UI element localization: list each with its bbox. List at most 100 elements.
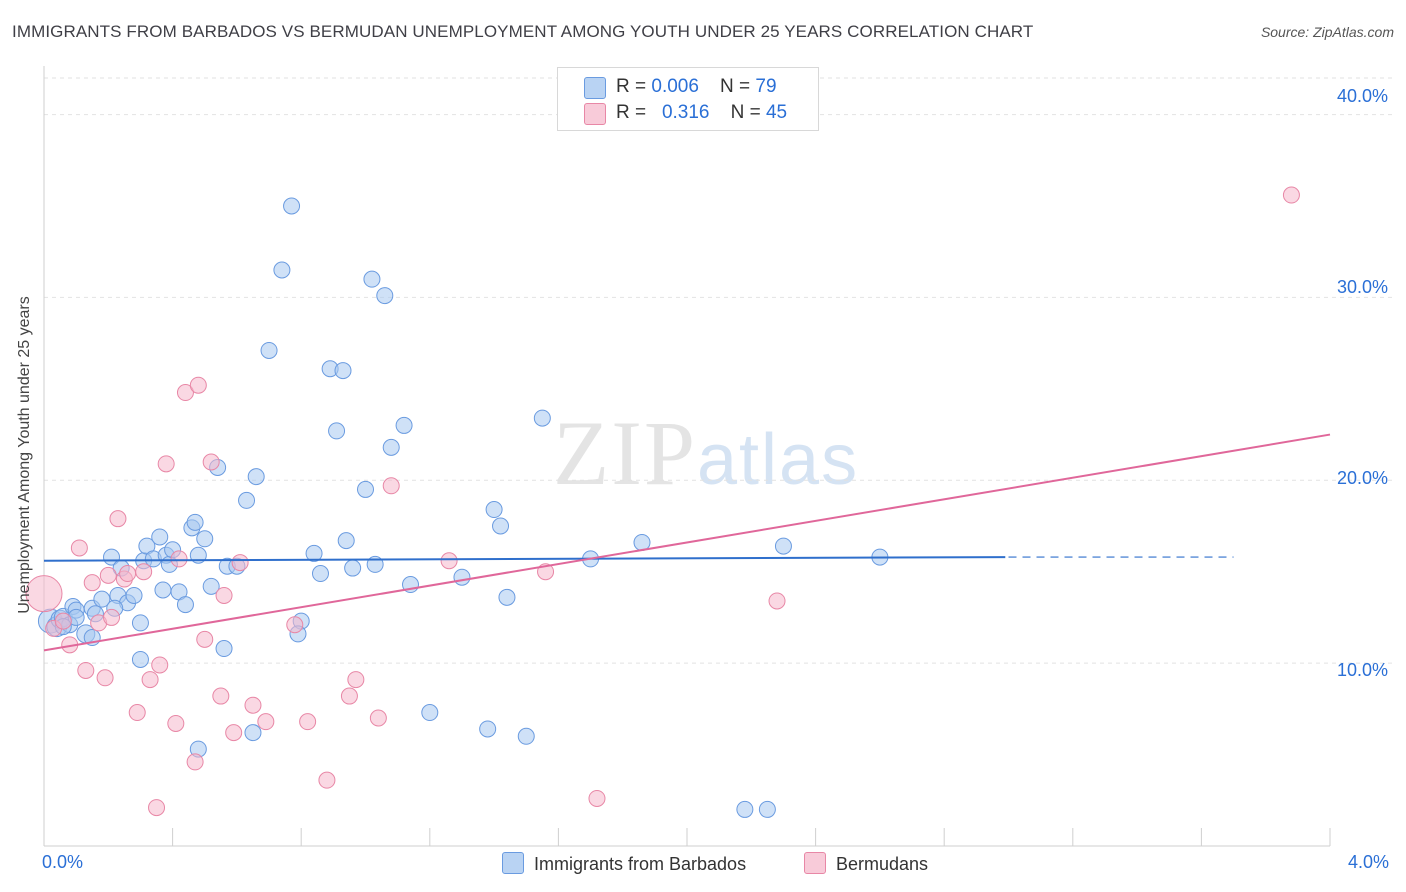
bottom-legend-bermudans: Bermudans xyxy=(804,852,928,875)
bermudan-point-10 xyxy=(109,510,127,528)
bermudan-point-28 xyxy=(225,724,243,742)
barbados-point-51 xyxy=(382,438,400,456)
barbados-point-55 xyxy=(453,568,471,586)
y-tick-label-30: 30.0% xyxy=(1337,277,1389,297)
bermudan-point-34 xyxy=(318,771,336,789)
barbados-point-54 xyxy=(421,704,439,722)
x-tick-label-max: 4.0% xyxy=(1348,852,1390,872)
bermudan-point-0 xyxy=(25,575,63,613)
barbados-point-68 xyxy=(244,724,262,742)
bermudan-point-17 xyxy=(151,656,169,674)
bermudan-point-8 xyxy=(96,669,114,687)
bermudan-point-37 xyxy=(369,709,387,727)
barbados-point-27 xyxy=(186,513,204,531)
bermudan-point-21 xyxy=(176,384,194,402)
bermudan-point-16 xyxy=(148,799,166,817)
bermudan-point-12 xyxy=(119,565,137,583)
barbados-point-57 xyxy=(485,501,503,519)
bermudan-point-23 xyxy=(189,376,207,394)
barbados-point-10 xyxy=(93,590,111,608)
bottom-legend-swatch-blue xyxy=(502,852,524,874)
bermudan-point-15 xyxy=(141,671,159,689)
bermudan-point-44 xyxy=(103,608,121,626)
bermudan-point-4 xyxy=(70,539,88,557)
barbados-point-75 xyxy=(154,581,172,599)
barbados-point-30 xyxy=(202,577,220,595)
bermudan-point-6 xyxy=(83,574,101,592)
bermudan-trend-line xyxy=(43,433,1331,652)
legend-n-value: 79 xyxy=(755,76,777,97)
legend-swatch-pink xyxy=(584,103,606,125)
legend-text-barbados: R = 0.006 N = 79 xyxy=(616,76,777,98)
bermudan-point-36 xyxy=(347,671,365,689)
barbados-point-43 xyxy=(311,565,329,583)
y-axis-label: Unemployment Among Youth under 25 years xyxy=(16,296,33,614)
bottom-legend-label-barbados: Immigrants from Barbados xyxy=(534,854,747,874)
bermudan-point-20 xyxy=(170,550,188,568)
barbados-point-42 xyxy=(305,544,323,562)
bermudan-point-35 xyxy=(340,687,358,705)
bermudan-point-14 xyxy=(135,563,153,581)
watermark: ZIPatlas xyxy=(553,400,859,506)
bottom-legend-swatch-pink xyxy=(804,852,826,874)
bermudan-point-39 xyxy=(440,552,458,570)
barbados-point-36 xyxy=(247,468,265,486)
barbados-point-50 xyxy=(376,287,394,305)
bermudan-point-41 xyxy=(588,789,606,807)
barbados-point-45 xyxy=(328,422,346,440)
legend-r-label: R = xyxy=(616,76,652,97)
barbados-point-52 xyxy=(395,416,413,434)
bermudan-point-18 xyxy=(157,455,175,473)
barbados-point-69 xyxy=(131,650,149,668)
bermudan-point-5 xyxy=(77,661,95,679)
barbados-point-39 xyxy=(283,197,301,215)
bermudan-point-26 xyxy=(212,687,230,705)
barbados-point-37 xyxy=(260,341,278,359)
barbados-point-25 xyxy=(176,596,194,614)
y-tick-label-20: 20.0% xyxy=(1337,468,1389,488)
barbados-point-76 xyxy=(363,270,381,288)
bermudan-point-9 xyxy=(99,566,117,584)
x-tick-label-min: 0.0% xyxy=(42,852,84,872)
barbados-point-60 xyxy=(517,727,535,745)
barbados-point-66 xyxy=(736,800,754,818)
barbados-point-58 xyxy=(492,517,510,535)
legend-r-value: 0.006 xyxy=(651,76,699,97)
correlation-legend: R = 0.006 N = 79 R = 0.316 N = 45 xyxy=(557,67,819,131)
bermudan-point-19 xyxy=(167,714,185,732)
legend-r-value: 0.316 xyxy=(661,102,710,123)
legend-n-label: N = xyxy=(720,76,756,97)
legend-n-value: 45 xyxy=(765,102,788,123)
barbados-trend-line xyxy=(43,556,1006,562)
barbados-point-73 xyxy=(334,362,352,380)
bermudan-point-25 xyxy=(202,453,220,471)
barbados-point-48 xyxy=(357,480,374,498)
barbados-point-67 xyxy=(758,800,776,818)
barbados-point-47 xyxy=(344,559,362,577)
chart-title: IMMIGRANTS FROM BARBADOS VS BERMUDAN UNE… xyxy=(12,22,1034,41)
barbados-point-20 xyxy=(151,528,169,546)
bermudan-point-22 xyxy=(186,753,204,771)
bermudan-point-33 xyxy=(299,713,317,731)
barbados-point-16 xyxy=(131,614,149,632)
bermudan-point-24 xyxy=(196,630,214,648)
legend-n-label: N = xyxy=(730,102,766,123)
barbados-point-64 xyxy=(774,537,792,555)
y-tick-label-40: 40.0% xyxy=(1337,86,1389,106)
bermudan-point-30 xyxy=(244,696,262,714)
barbados-point-56 xyxy=(479,720,497,738)
barbados-point-46 xyxy=(337,532,355,550)
bermudan-point-38 xyxy=(382,477,400,495)
bottom-legend-barbados: Immigrants from Barbados xyxy=(502,852,746,875)
y-tick-label-10: 10.0% xyxy=(1337,660,1389,680)
bermudan-point-31 xyxy=(257,713,275,731)
barbados-point-29 xyxy=(196,530,214,548)
bermudan-point-27 xyxy=(215,586,233,604)
bermudan-point-42 xyxy=(768,592,786,610)
barbados-point-15 xyxy=(125,586,143,604)
legend-text-bermudans: R = 0.316 N = 45 xyxy=(616,102,787,124)
watermark-main: ZIP xyxy=(553,402,697,504)
bermudan-point-2 xyxy=(54,612,72,630)
bermudan-point-29 xyxy=(231,554,249,572)
